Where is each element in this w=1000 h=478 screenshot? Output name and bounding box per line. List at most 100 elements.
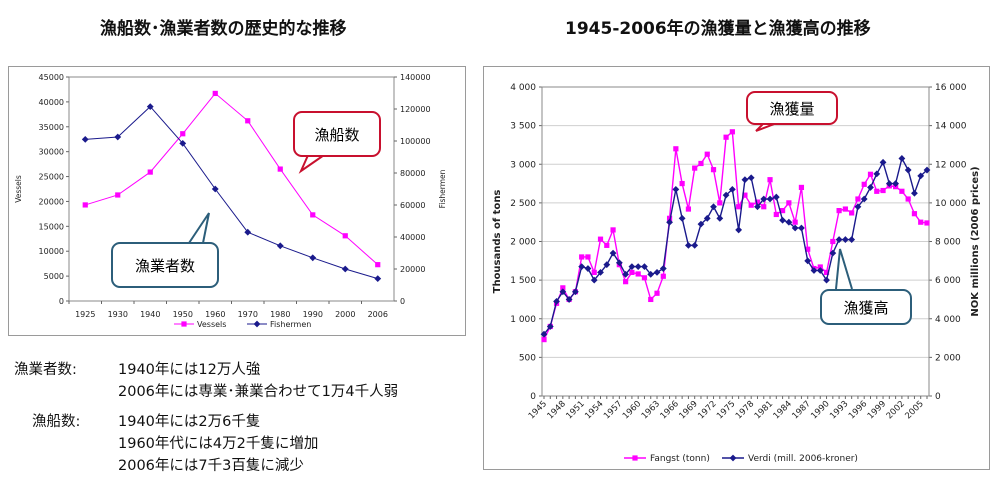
data-point-value bbox=[873, 170, 881, 178]
x-tick-label: 1975 bbox=[715, 399, 737, 421]
right-y-tick-label: 0 bbox=[400, 297, 405, 306]
left-y-tick-label: 35000 bbox=[39, 123, 64, 132]
fishermen-callout: 漁業者数 bbox=[111, 242, 219, 288]
data-point-catch bbox=[855, 196, 861, 202]
plot-area-border bbox=[541, 86, 930, 397]
data-point-value bbox=[697, 220, 705, 228]
data-point-value bbox=[666, 218, 673, 226]
note-fishermen-line-1: 1940年には12万人強 bbox=[118, 362, 261, 378]
data-point-catch bbox=[736, 204, 742, 210]
data-point-vessels bbox=[147, 169, 153, 175]
data-point-catch bbox=[654, 290, 660, 296]
note-vessels-line-3: 2006年には7千3百隻に減少 bbox=[118, 458, 304, 474]
data-point-catch bbox=[918, 219, 924, 225]
right-y-tick-label: 2 000 bbox=[935, 353, 961, 363]
data-point-catch bbox=[792, 219, 798, 225]
data-point-vessels bbox=[310, 212, 316, 218]
series-line-fishermen bbox=[85, 105, 378, 280]
data-point-catch bbox=[641, 275, 648, 281]
data-point-value bbox=[735, 226, 743, 234]
left-y-tick-label: 1 000 bbox=[510, 315, 536, 325]
data-point-value bbox=[848, 236, 856, 243]
left-y-tick-label: 0 bbox=[530, 392, 536, 402]
x-tick-label: 1969 bbox=[677, 399, 699, 421]
right-y-tick-label: 4 000 bbox=[935, 315, 961, 325]
data-point-catch bbox=[698, 160, 704, 167]
value-callout: 漁獲高 bbox=[820, 289, 912, 325]
data-point-value bbox=[659, 265, 667, 272]
data-point-value bbox=[703, 214, 711, 222]
data-point-vessels bbox=[277, 166, 283, 172]
data-point-catch bbox=[723, 134, 729, 140]
data-point-value bbox=[678, 214, 686, 222]
data-point-value bbox=[685, 241, 692, 249]
x-tick-label: 1960 bbox=[205, 310, 225, 319]
data-point-vessels bbox=[82, 202, 88, 208]
fishermen-callout-pointer bbox=[188, 212, 210, 244]
left-y-tick-label: 3 000 bbox=[510, 160, 536, 170]
data-point-value bbox=[898, 155, 906, 162]
data-point-catch bbox=[849, 210, 855, 216]
left-y-axis-title: Thousands of tons bbox=[492, 190, 503, 294]
data-point-value bbox=[791, 224, 799, 232]
data-point-vessels bbox=[245, 118, 251, 124]
x-tick-label: 2000 bbox=[335, 310, 355, 319]
x-tick-label: 1966 bbox=[659, 399, 681, 421]
data-point-catch bbox=[710, 167, 717, 173]
right-y-tick-label: 16 000 bbox=[935, 83, 967, 93]
data-point-value bbox=[904, 166, 912, 174]
data-point-value bbox=[641, 263, 648, 271]
data-point-catch bbox=[861, 181, 867, 187]
left-y-tick-label: 5000 bbox=[44, 272, 64, 281]
data-point-catch bbox=[717, 200, 723, 206]
data-point-catch bbox=[648, 296, 654, 303]
data-point-fishermen bbox=[374, 275, 382, 282]
right-y-tick-label: 80000 bbox=[400, 169, 425, 178]
x-tick-label: 1999 bbox=[866, 399, 888, 421]
data-point-value bbox=[622, 270, 630, 278]
data-point-catch bbox=[685, 206, 692, 212]
right-y-axis-title: NOK millions (2006 prices) bbox=[970, 166, 981, 316]
note-fishermen-label: 漁業者数: bbox=[14, 362, 77, 378]
x-tick-label: 1957 bbox=[602, 399, 624, 421]
data-point-value bbox=[779, 216, 786, 224]
left-y-tick-label: 3 500 bbox=[510, 122, 536, 132]
data-point-catch bbox=[597, 236, 604, 242]
data-point-value bbox=[672, 185, 680, 193]
data-point-fishermen bbox=[179, 140, 187, 147]
x-tick-label: 1970 bbox=[238, 310, 258, 319]
right-y-tick-label: 12 000 bbox=[935, 160, 967, 170]
x-tick-label: 1987 bbox=[790, 399, 812, 421]
data-point-value bbox=[634, 263, 642, 271]
data-point-value bbox=[609, 249, 617, 257]
data-point-value bbox=[854, 203, 862, 211]
data-point-catch bbox=[911, 211, 918, 217]
legend-marker-vessels bbox=[181, 321, 187, 327]
data-point-value bbox=[628, 263, 636, 271]
data-point-catch bbox=[729, 129, 735, 135]
data-point-value bbox=[603, 261, 611, 269]
data-point-catch bbox=[823, 269, 830, 275]
left-y-tick-label: 15000 bbox=[39, 222, 64, 231]
data-point-value bbox=[772, 193, 780, 201]
x-tick-label: 1925 bbox=[75, 310, 95, 319]
data-point-value bbox=[741, 176, 749, 184]
catch-value-chart-frame: 0 500 1 000 1 500 2 000 2 500 3 000 3 500 4 000 0… bbox=[483, 66, 990, 470]
data-point-catch bbox=[585, 254, 591, 260]
data-point-value bbox=[823, 276, 830, 284]
data-point-catch bbox=[805, 246, 811, 252]
x-tick-label: 1963 bbox=[640, 399, 662, 421]
data-point-value bbox=[565, 296, 573, 303]
vessels-callout-pointer bbox=[298, 152, 328, 174]
right-y-tick-label: 20000 bbox=[400, 265, 425, 274]
legend-label-value: Verdi (mill. 2006-kroner) bbox=[748, 454, 858, 464]
data-point-catch bbox=[754, 199, 761, 205]
left-y-tick-label: 25000 bbox=[39, 173, 64, 182]
x-tick-label: 1972 bbox=[696, 399, 718, 421]
data-point-value bbox=[710, 203, 717, 211]
data-point-value bbox=[590, 276, 598, 284]
x-tick-label: 1930 bbox=[108, 310, 128, 319]
data-point-catch bbox=[679, 180, 685, 187]
x-tick-label: 1951 bbox=[564, 399, 586, 421]
data-point-value bbox=[785, 218, 793, 226]
